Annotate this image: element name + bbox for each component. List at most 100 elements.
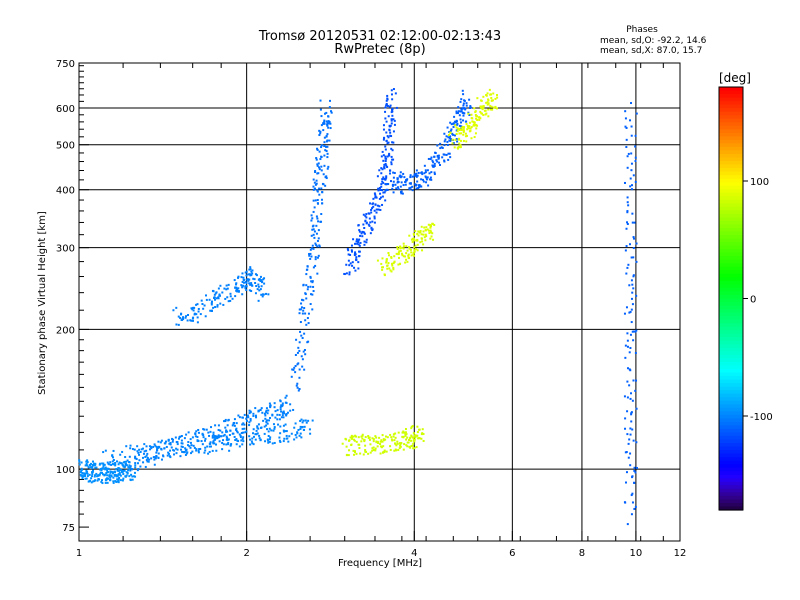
data-point bbox=[111, 454, 114, 457]
data-point bbox=[365, 238, 368, 241]
data-point bbox=[282, 416, 285, 419]
data-point bbox=[426, 176, 429, 179]
data-point bbox=[225, 429, 228, 432]
data-point bbox=[629, 369, 632, 372]
data-point bbox=[323, 141, 326, 144]
data-point bbox=[414, 173, 417, 176]
data-point bbox=[634, 330, 637, 333]
data-point bbox=[284, 430, 287, 433]
data-point bbox=[250, 440, 253, 443]
data-point bbox=[384, 106, 387, 109]
data-point bbox=[424, 239, 427, 242]
data-point bbox=[312, 210, 315, 213]
data-point bbox=[268, 419, 271, 422]
colorbar-segment bbox=[719, 414, 743, 419]
data-point bbox=[238, 445, 241, 448]
data-point bbox=[419, 241, 422, 244]
colorbar-segment bbox=[719, 400, 743, 405]
data-point bbox=[88, 473, 91, 476]
data-point bbox=[223, 420, 226, 423]
data-point bbox=[409, 174, 412, 177]
data-point bbox=[307, 285, 310, 288]
data-point bbox=[224, 420, 227, 423]
data-point bbox=[209, 445, 212, 448]
data-point bbox=[147, 460, 150, 463]
data-point bbox=[90, 462, 93, 465]
data-point bbox=[461, 107, 464, 110]
data-point bbox=[169, 441, 172, 444]
data-point bbox=[404, 434, 407, 437]
data-point bbox=[114, 461, 117, 464]
data-point bbox=[260, 426, 263, 429]
data-point bbox=[380, 167, 383, 170]
data-point bbox=[300, 436, 303, 439]
data-point bbox=[169, 443, 172, 446]
data-point bbox=[108, 475, 111, 478]
data-point bbox=[371, 229, 374, 232]
data-point bbox=[481, 112, 484, 115]
data-point bbox=[317, 162, 320, 165]
data-point bbox=[218, 440, 221, 443]
data-point bbox=[431, 159, 434, 162]
data-point bbox=[430, 235, 433, 238]
data-point bbox=[301, 312, 304, 315]
colorbar-segment bbox=[719, 224, 743, 229]
data-point bbox=[423, 164, 426, 167]
colorbar-segment bbox=[719, 502, 743, 508]
data-point bbox=[282, 429, 285, 432]
phases-line-x: mean, sd,X: 87.0, 15.7 bbox=[600, 46, 702, 56]
data-point bbox=[460, 110, 463, 113]
data-point bbox=[281, 404, 284, 407]
data-point bbox=[408, 438, 411, 441]
data-point bbox=[293, 366, 296, 369]
colorbar-tick-label: -100 bbox=[750, 412, 773, 423]
data-point bbox=[323, 154, 326, 157]
data-point bbox=[402, 242, 405, 245]
colorbar-segment bbox=[719, 203, 743, 208]
data-point bbox=[428, 232, 431, 235]
data-point bbox=[626, 345, 629, 348]
data-point bbox=[298, 312, 301, 315]
colorbar-segment bbox=[719, 457, 743, 462]
data-point bbox=[381, 266, 384, 269]
data-point bbox=[464, 135, 467, 138]
data-point bbox=[372, 197, 375, 200]
data-point bbox=[308, 252, 311, 255]
data-point bbox=[381, 180, 384, 183]
data-point bbox=[406, 178, 409, 181]
data-point bbox=[134, 455, 137, 458]
data-point bbox=[411, 425, 414, 428]
colorbar-segment bbox=[719, 312, 743, 317]
data-point bbox=[196, 316, 199, 319]
data-point bbox=[416, 425, 419, 428]
data-point bbox=[413, 440, 416, 443]
data-point bbox=[304, 353, 307, 356]
data-point bbox=[293, 438, 296, 441]
data-point bbox=[364, 436, 367, 439]
data-point bbox=[250, 290, 253, 293]
data-point bbox=[94, 462, 97, 465]
data-point bbox=[406, 249, 409, 252]
data-point bbox=[371, 207, 374, 210]
data-point bbox=[302, 350, 305, 353]
data-point bbox=[295, 384, 298, 387]
data-point bbox=[208, 434, 211, 437]
data-point bbox=[349, 436, 352, 439]
data-point bbox=[121, 450, 124, 453]
colorbar-segment bbox=[719, 418, 743, 423]
data-point bbox=[378, 197, 381, 200]
data-point bbox=[323, 120, 326, 123]
data-point bbox=[305, 268, 308, 271]
data-point bbox=[299, 330, 302, 333]
data-point bbox=[323, 145, 326, 148]
data-point bbox=[107, 477, 110, 480]
data-point bbox=[189, 319, 192, 322]
data-point bbox=[430, 231, 433, 234]
data-point bbox=[631, 399, 634, 402]
data-point bbox=[630, 162, 633, 165]
data-point bbox=[181, 318, 184, 321]
colorbar-segment bbox=[719, 263, 743, 268]
data-point bbox=[630, 321, 633, 324]
data-point bbox=[371, 437, 374, 440]
data-point bbox=[460, 125, 463, 128]
